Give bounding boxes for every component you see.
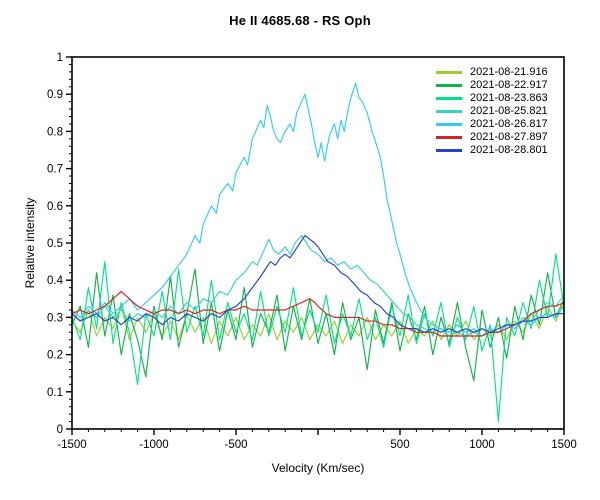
legend: 2021-08-21.916 2021-08-22.917 2021-08-23.8… (436, 66, 548, 157)
x-tick-label: -1000 (139, 439, 168, 451)
series-line (71, 82, 565, 337)
y-tick-label: 0.2 (47, 350, 63, 362)
legend-item: 2021-08-21.916 (436, 66, 548, 79)
x-tick-label: 1500 (551, 439, 577, 451)
series-line (71, 253, 565, 423)
x-tick-label: -500 (224, 439, 247, 451)
chart-title: He II 4685.68 - RS Oph (229, 13, 371, 28)
legend-line-swatch (436, 84, 462, 87)
series-line (71, 302, 565, 344)
y-tick-label: 1 (57, 52, 63, 64)
y-tick-label: 0.8 (47, 126, 63, 138)
series-line (71, 235, 564, 333)
legend-item-label: 2021-08-26.817 (470, 118, 548, 130)
y-tick-label: 0.9 (47, 89, 63, 101)
y-tick-label: 0.7 (47, 164, 63, 176)
legend-item-label: 2021-08-28.801 (470, 144, 548, 156)
legend-item-label: 2021-08-23.863 (470, 92, 548, 104)
legend-item-label: 2021-08-25.821 (470, 105, 548, 117)
legend-line-swatch (436, 123, 462, 126)
y-axis-title: Relative intensity (23, 197, 37, 289)
series-line (71, 235, 565, 337)
legend-item: 2021-08-26.817 (436, 118, 548, 131)
legend-item-label: 2021-08-22.917 (470, 79, 548, 91)
legend-item: 2021-08-22.917 (436, 79, 548, 92)
x-axis-title: Velocity (Km/sec) (271, 461, 365, 475)
x-tick-label: 1000 (469, 439, 495, 451)
series-line (71, 268, 565, 382)
y-tick-label: 0.6 (47, 201, 63, 213)
legend-item: 2021-08-25.821 (436, 105, 548, 118)
legend-item: 2021-08-27.897 (436, 131, 548, 144)
legend-item: 2021-08-28.801 (436, 144, 548, 157)
legend-line-swatch (436, 97, 462, 100)
y-tick-label: 0.5 (47, 238, 63, 250)
legend-item: 2021-08-23.863 (436, 92, 548, 105)
y-tick-label: 0.4 (47, 275, 64, 287)
x-tick-label: -1500 (57, 439, 86, 451)
x-tick-label: 500 (390, 439, 409, 451)
legend-line-swatch (436, 149, 462, 152)
series-line (71, 290, 565, 337)
y-tick-label: 0.1 (47, 387, 63, 399)
legend-item-label: 2021-08-27.897 (470, 131, 548, 143)
legend-line-swatch (436, 136, 462, 139)
y-tick-label: 0 (57, 424, 63, 436)
legend-item-label: 2021-08-21.916 (470, 66, 548, 78)
legend-line-swatch (436, 71, 462, 74)
y-tick-label: 0.3 (47, 312, 63, 324)
legend-line-swatch (436, 110, 462, 113)
plot-frame (71, 56, 565, 430)
